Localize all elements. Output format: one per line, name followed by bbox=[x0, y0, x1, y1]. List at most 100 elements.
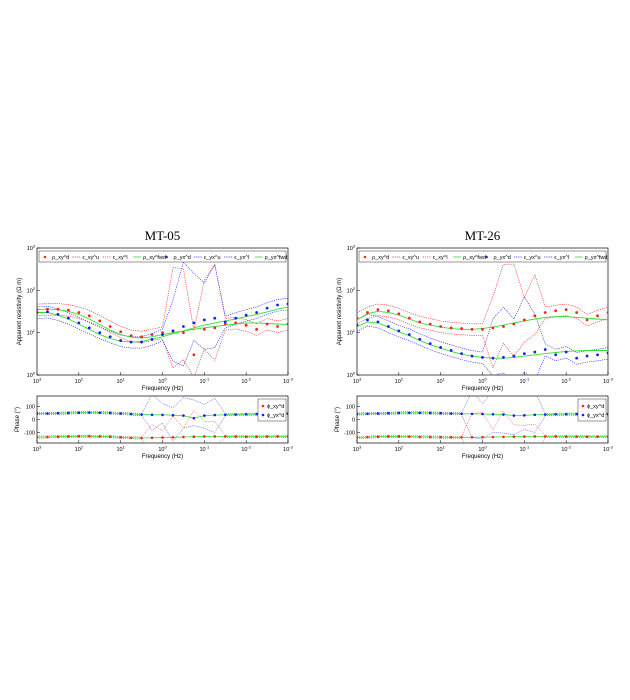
data-point bbox=[87, 314, 91, 318]
legend-box bbox=[257, 398, 287, 422]
y-tick-label: -100 bbox=[24, 431, 35, 437]
legend-label: ϵ_xy^u bbox=[82, 255, 99, 261]
legend-label: ρ_yx^fwd bbox=[585, 255, 608, 261]
x-tick-label: 10-2 bbox=[241, 377, 251, 386]
data-point bbox=[202, 318, 206, 322]
legend-label: ϕ_xy^d bbox=[587, 404, 604, 410]
data-point bbox=[77, 321, 81, 325]
data-point bbox=[564, 350, 568, 354]
forward-model-line bbox=[37, 306, 288, 343]
data-layer bbox=[37, 261, 288, 375]
data-point bbox=[150, 436, 154, 440]
legend-marker bbox=[485, 255, 488, 259]
data-point bbox=[366, 412, 369, 416]
legend-label: ρ_yx^d bbox=[174, 255, 191, 261]
data-point bbox=[491, 326, 495, 330]
x-tick-label: 10-2 bbox=[561, 445, 571, 454]
data-point bbox=[502, 356, 505, 359]
data-point bbox=[150, 337, 154, 341]
data-point bbox=[37, 412, 39, 415]
data-point bbox=[129, 436, 133, 440]
data-layer bbox=[357, 396, 608, 443]
data-point bbox=[192, 416, 196, 420]
data-point bbox=[428, 342, 432, 346]
data-point bbox=[575, 356, 579, 360]
data-point bbox=[376, 412, 380, 415]
error-bound-line bbox=[37, 309, 288, 367]
legend-marker bbox=[581, 413, 585, 417]
data-point bbox=[108, 335, 112, 339]
data-point bbox=[265, 322, 269, 326]
data-point bbox=[255, 311, 259, 314]
data-point bbox=[244, 313, 248, 317]
data-point bbox=[522, 318, 526, 322]
y-axis-label: Phase (°) bbox=[335, 407, 341, 432]
y-tick-label: 103 bbox=[347, 244, 356, 253]
data-point bbox=[150, 413, 154, 417]
error-bound-line bbox=[357, 410, 608, 437]
x-axis-label: Frequency (Hz) bbox=[142, 386, 183, 392]
data-point bbox=[108, 435, 112, 439]
legend: ρ_xy^d ϵ_xy^u ϵ_xy^l ρ_xy^fwd ρ_yx^d ϵ_yx^u ϵ_… bbox=[358, 250, 608, 263]
data-point bbox=[56, 435, 60, 439]
data-point bbox=[66, 316, 70, 320]
resistivity-plot: 100 101 102 103 103 102 101 100 10-1 10-2 10-3 Freq… bbox=[17, 244, 294, 393]
error-bound-line bbox=[37, 409, 288, 438]
data-point bbox=[418, 411, 422, 415]
data-point bbox=[439, 345, 443, 349]
y-tick-label: 100 bbox=[346, 404, 355, 410]
data-point bbox=[386, 309, 390, 313]
data-point bbox=[357, 436, 359, 439]
data-point bbox=[108, 325, 112, 328]
data-point bbox=[88, 434, 91, 438]
error-bound-line bbox=[357, 413, 608, 440]
data-point bbox=[77, 311, 81, 314]
data-point bbox=[223, 435, 227, 438]
data-point bbox=[255, 412, 258, 416]
data-point bbox=[276, 325, 279, 328]
data-point bbox=[502, 413, 505, 416]
data-point bbox=[564, 308, 568, 312]
y-tick-label: 0 bbox=[32, 418, 35, 424]
error-bound-line bbox=[357, 325, 608, 375]
y-axis-label: Phase (°) bbox=[15, 407, 21, 432]
forward-model-line bbox=[357, 321, 608, 359]
data-point bbox=[407, 333, 411, 337]
data-point bbox=[171, 413, 175, 417]
y-axis-label: Apparent resistivity (Ω m) bbox=[337, 278, 343, 346]
data-point bbox=[140, 436, 143, 440]
data-point bbox=[357, 316, 359, 320]
legend-label: ϵ_yx^u bbox=[524, 255, 541, 261]
x-tick-label: 10-2 bbox=[241, 445, 251, 454]
phase-plot: -100 0 100 103 102 101 100 10-1 10-2 10-3 Frequenc… bbox=[15, 395, 294, 460]
data-point bbox=[554, 435, 557, 438]
data-point bbox=[357, 323, 359, 327]
data-point bbox=[77, 434, 81, 438]
data-point bbox=[119, 330, 123, 334]
legend-marker bbox=[165, 255, 168, 259]
x-axis-label: Frequency (Hz) bbox=[462, 454, 503, 460]
x-tick-label: 100 bbox=[158, 445, 167, 454]
panel-mt-26: MT-26 100 101 102 103 103 102 101 100 10-1 10-2 10-… bbox=[335, 228, 614, 460]
data-point bbox=[522, 352, 526, 356]
data-point bbox=[481, 327, 484, 331]
data-point bbox=[376, 320, 380, 324]
data-point bbox=[357, 412, 359, 416]
data-point bbox=[56, 313, 60, 316]
data-point bbox=[502, 435, 505, 439]
data-point bbox=[37, 308, 39, 312]
data-point bbox=[161, 331, 164, 335]
data-point bbox=[77, 411, 81, 415]
data-point bbox=[386, 325, 390, 328]
data-point bbox=[491, 435, 495, 439]
x-tick-label: 101 bbox=[116, 445, 125, 454]
data-point bbox=[543, 348, 547, 351]
data-point bbox=[606, 311, 608, 314]
data-point bbox=[129, 334, 133, 338]
data-point bbox=[244, 412, 248, 416]
data-point bbox=[502, 325, 505, 328]
data-point bbox=[87, 326, 91, 330]
x-tick-label: 103 bbox=[353, 445, 362, 454]
legend-label: ϕ_yx^d bbox=[267, 413, 284, 419]
data-point bbox=[564, 412, 568, 416]
